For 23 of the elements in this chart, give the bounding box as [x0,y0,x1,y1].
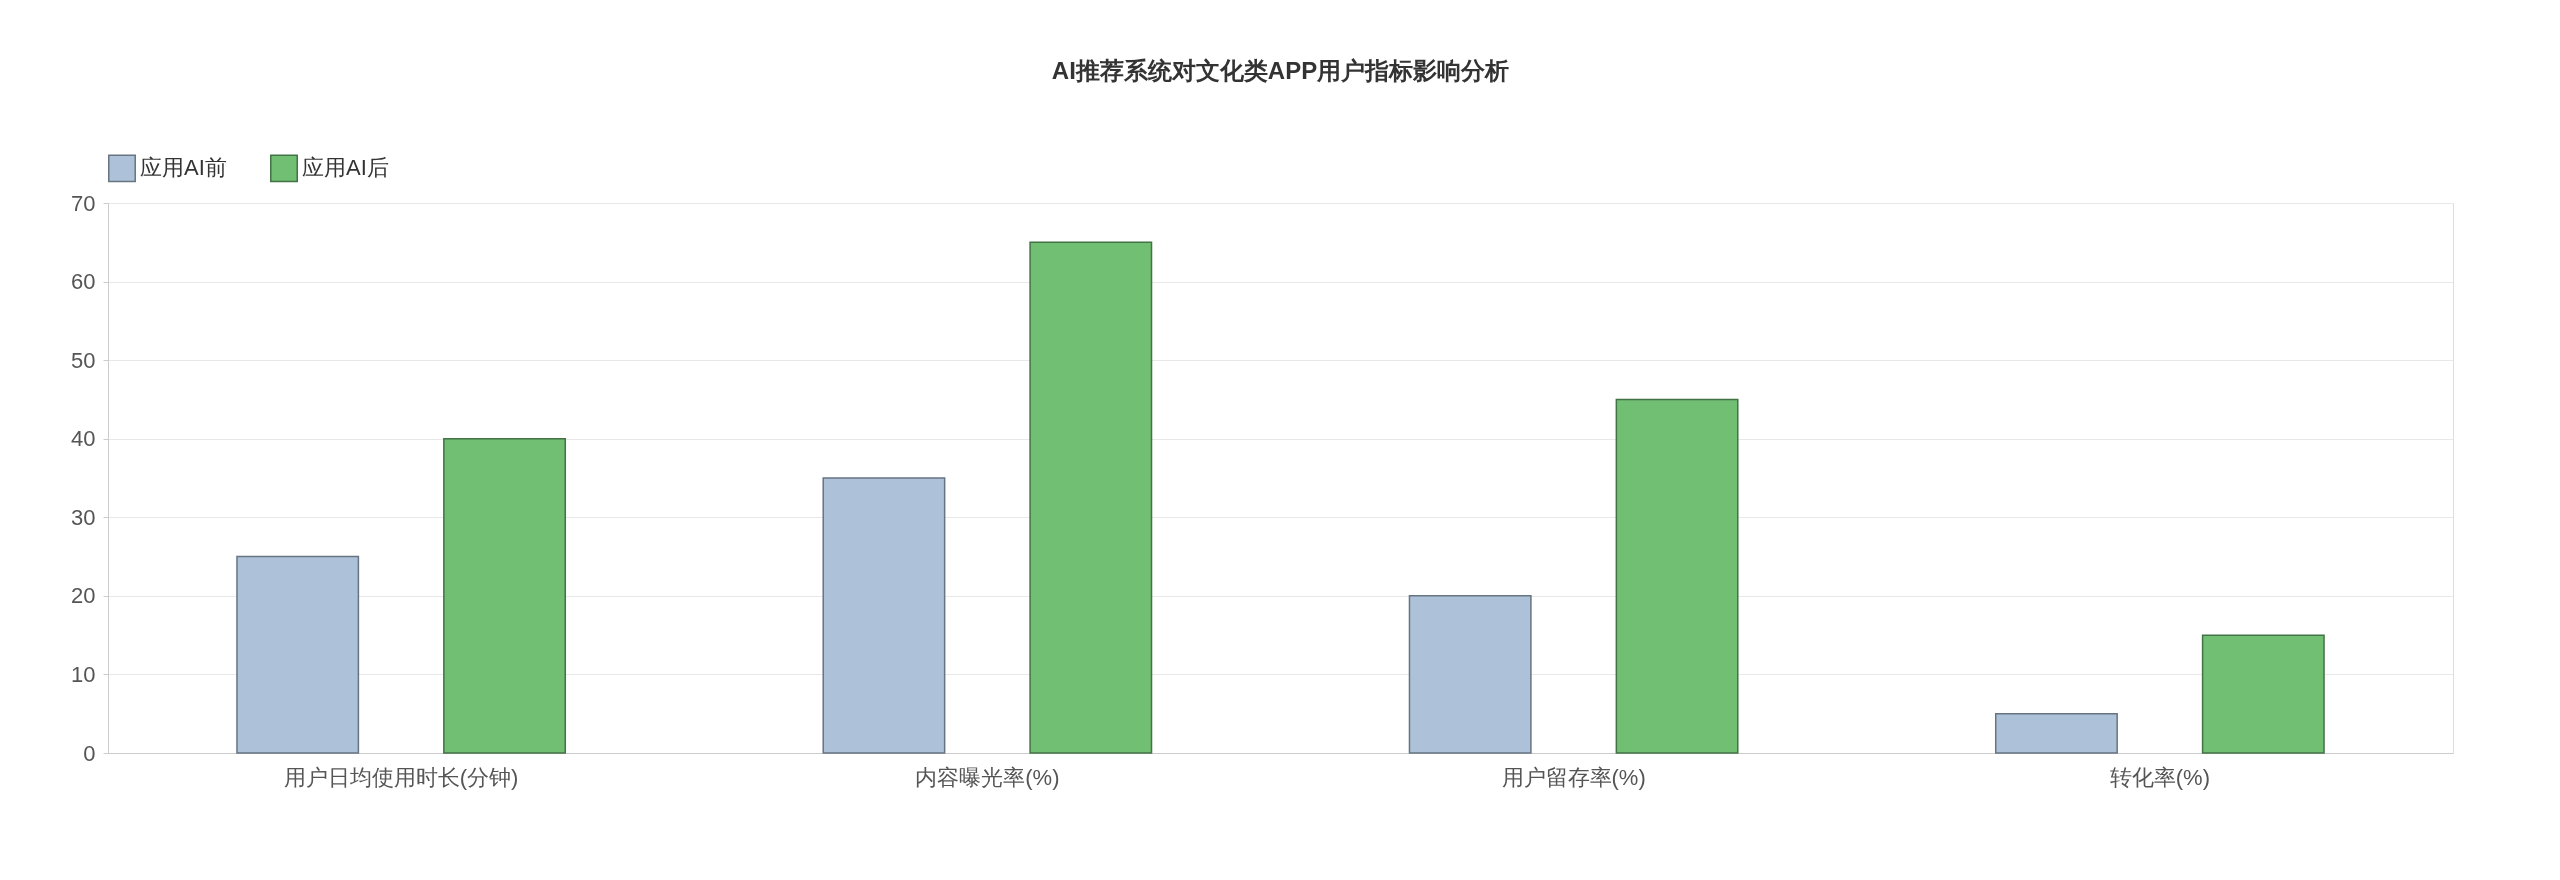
bar [1029,241,1153,754]
y-tick-label: 70 [71,190,96,216]
bar [443,437,567,754]
bar [2201,634,2325,754]
x-tick-label: 内容曝光率(%) [915,764,1060,790]
bar [1994,712,2118,754]
legend-label: 应用AI后 [302,155,389,181]
chart-title: AI推荐系统对文化类APP用户指标影响分析 [1051,57,1510,84]
legend-label: 应用AI前 [140,155,227,181]
bar [1408,595,1532,754]
x-tick-label: 用户日均使用时长(分钟) [283,764,519,790]
bar [1615,398,1739,754]
y-tick-label: 40 [71,426,96,452]
y-tick-label: 60 [71,269,96,295]
y-tick-label: 30 [71,504,96,530]
y-tick-label: 50 [71,347,96,373]
y-tick-label: 0 [83,740,96,766]
bar [236,555,360,754]
bar [822,477,946,754]
x-tick-label: 用户留存率(%) [1501,764,1646,790]
y-tick-label: 10 [71,661,96,687]
y-tick-label: 20 [71,583,96,609]
x-tick-label: 转化率(%) [2109,764,2210,790]
